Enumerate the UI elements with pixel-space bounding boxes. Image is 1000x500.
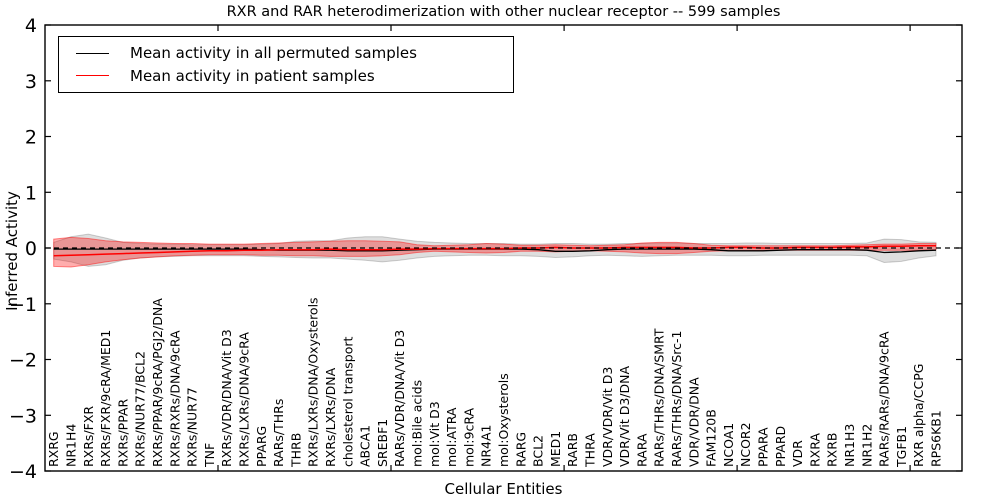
x-tick-label: mol:ATRA <box>444 407 459 467</box>
y-tick-label: 4 <box>25 15 37 37</box>
y-tick-label: 3 <box>25 71 37 93</box>
x-tick-label: mol:Vit D3 <box>427 401 442 467</box>
x-tick-label: VDR/Vit D3/DNA <box>617 366 632 467</box>
permuted-band <box>53 233 937 267</box>
x-tick-label: RARs/THRs/DNA/SMRT <box>652 328 667 467</box>
x-tick-label: RXRA <box>807 433 822 467</box>
x-tick-label: RARA <box>634 433 649 467</box>
legend-label-permuted: Mean activity in all permuted samples <box>130 44 417 63</box>
y-tick-label: −4 <box>9 461 37 483</box>
x-axis-label: Cellular Entities <box>444 480 563 498</box>
x-tick-label: mol:Oxysterols <box>496 373 511 467</box>
x-tick-label: RXRs/FXR/9cRA/MED1 <box>98 330 113 467</box>
x-tick-label: RXRs/NUR77 <box>185 387 200 467</box>
x-tick-label: THRA <box>583 433 598 468</box>
x-tick-label: PPARG <box>254 426 269 467</box>
x-tick-label: RPS6KB1 <box>929 410 944 467</box>
patient-band <box>53 236 937 268</box>
x-tick-label: RARs/THRs/DNA/Src-1 <box>669 331 684 467</box>
x-tick-label: VDR/VDR/Vit D3 <box>600 367 615 467</box>
x-tick-label: RXRs/FXR <box>81 406 96 467</box>
y-tick-label: −3 <box>9 405 37 427</box>
y-tick-label: −1 <box>9 294 37 316</box>
x-tick-label: RXRs/NUR77/BCL2 <box>133 351 148 467</box>
y-tick-label: 0 <box>25 238 37 260</box>
x-tick-label: SREBF1 <box>375 419 390 467</box>
x-tick-label: TGFB1 <box>894 426 909 468</box>
x-tick-label: RXRs/LXRs/DNA/Oxysterols <box>306 297 321 467</box>
legend-line-sample-red <box>76 75 109 77</box>
x-tick-label: BCL2 <box>531 435 546 467</box>
y-tick-label: 2 <box>25 127 37 149</box>
x-tick-label: NR4A1 <box>479 425 494 468</box>
y-tick-label: 1 <box>25 182 37 204</box>
x-tick-label: RARG <box>513 432 528 467</box>
x-tick-label: RXRs/PPAR/9cRA/PGJ2/DNA <box>150 298 165 467</box>
chart-title: RXR and RAR heterodimerization with othe… <box>226 4 781 20</box>
x-tick-label: mol:Bile acids <box>410 380 425 467</box>
legend-line-sample-black <box>76 52 109 54</box>
x-tick-label: PPARA <box>756 427 771 467</box>
x-tick-label: cholesterol transport <box>340 336 355 467</box>
y-tick-label: −2 <box>9 350 37 372</box>
x-tick-label: VDR/VDR/DNA <box>686 377 701 467</box>
x-tick-label: TNF <box>202 443 217 468</box>
legend-entry-permuted: Mean activity in all permuted samples <box>76 44 513 62</box>
x-tick-label: RXRs/LXRs/DNA/9cRA <box>237 332 252 467</box>
x-tick-label: NR1H4 <box>64 424 79 467</box>
x-tick-label: FAM120B <box>704 409 719 467</box>
x-tick-label: PPARD <box>773 426 788 467</box>
x-tick-label: RXRB <box>825 432 840 467</box>
x-tick-label: NR1H3 <box>842 424 857 467</box>
x-tick-label: RXRs/PPAR <box>115 399 130 467</box>
legend: Mean activity in all permuted samples Me… <box>58 36 514 93</box>
x-tick-label: MED1 <box>548 431 563 467</box>
legend-entry-patient: Mean activity in patient samples <box>76 67 513 85</box>
x-tick-label: RXRG <box>46 431 61 467</box>
y-axis-label: Inferred Activity <box>3 191 21 311</box>
x-tick-label: RARs/RARs/DNA/9cRA <box>877 331 892 467</box>
x-tick-label: RARB <box>565 433 580 467</box>
x-tick-label: RXRs/LXRs/DNA <box>323 367 338 467</box>
x-tick-label: ABCA1 <box>358 425 373 467</box>
x-tick-label: RARs/THRs <box>271 399 286 467</box>
x-tick-label: RXRs/RXRs/DNA/9cRA <box>167 330 182 467</box>
x-tick-label: NCOR2 <box>738 422 753 467</box>
x-tick-label: mol:9cRA <box>461 407 476 467</box>
legend-label-patient: Mean activity in patient samples <box>130 66 375 85</box>
x-tick-label: RXR alpha/CCPG <box>911 364 926 467</box>
patient-mean-line <box>53 245 936 257</box>
x-tick-label: VDR <box>790 440 805 467</box>
x-tick-label: NCOA1 <box>721 423 736 467</box>
x-tick-label: RARs/VDR/DNA/Vit D3 <box>392 330 407 467</box>
x-tick-label: RXRs/VDR/DNA/Vit D3 <box>219 329 234 467</box>
x-tick-label: NR1H2 <box>859 424 874 467</box>
x-tick-label: THRB <box>288 433 303 468</box>
